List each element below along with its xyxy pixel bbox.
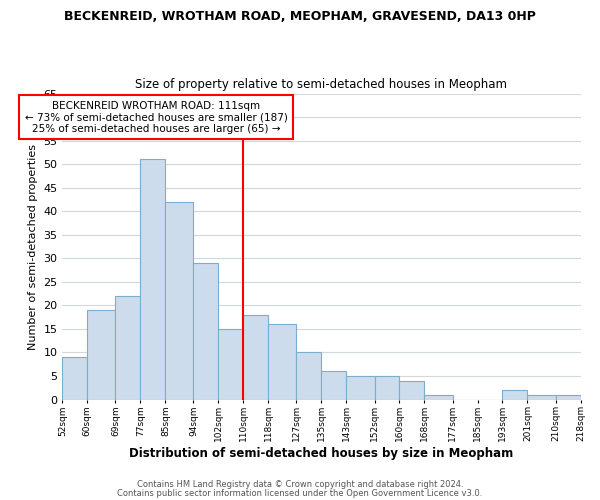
Text: BECKENREID WROTHAM ROAD: 111sqm
← 73% of semi-detached houses are smaller (187)
: BECKENREID WROTHAM ROAD: 111sqm ← 73% of… (25, 100, 287, 134)
Bar (140, 160, 166, 400)
Bar (400, 380, 424, 400)
Bar (88, 310, 115, 400)
Bar (218, 329, 244, 400)
Text: Contains HM Land Registry data © Crown copyright and database right 2024.: Contains HM Land Registry data © Crown c… (137, 480, 463, 489)
Bar (296, 352, 322, 400)
Bar (244, 315, 268, 400)
Y-axis label: Number of semi-detached properties: Number of semi-detached properties (28, 144, 38, 350)
Bar (193, 263, 218, 400)
Bar (424, 395, 452, 400)
Text: Contains public sector information licensed under the Open Government Licence v3: Contains public sector information licen… (118, 488, 482, 498)
Title: Size of property relative to semi-detached houses in Meopham: Size of property relative to semi-detach… (136, 78, 508, 91)
X-axis label: Distribution of semi-detached houses by size in Meopham: Distribution of semi-detached houses by … (130, 447, 514, 460)
Bar (166, 202, 193, 400)
Bar (115, 296, 140, 400)
Bar (527, 395, 556, 400)
Bar (268, 324, 296, 400)
Bar (62, 357, 88, 400)
Bar (346, 376, 374, 400)
Bar (502, 390, 527, 400)
Text: BECKENREID, WROTHAM ROAD, MEOPHAM, GRAVESEND, DA13 0HP: BECKENREID, WROTHAM ROAD, MEOPHAM, GRAVE… (64, 10, 536, 23)
Bar (374, 376, 400, 400)
Bar (322, 372, 346, 400)
Bar (556, 395, 581, 400)
